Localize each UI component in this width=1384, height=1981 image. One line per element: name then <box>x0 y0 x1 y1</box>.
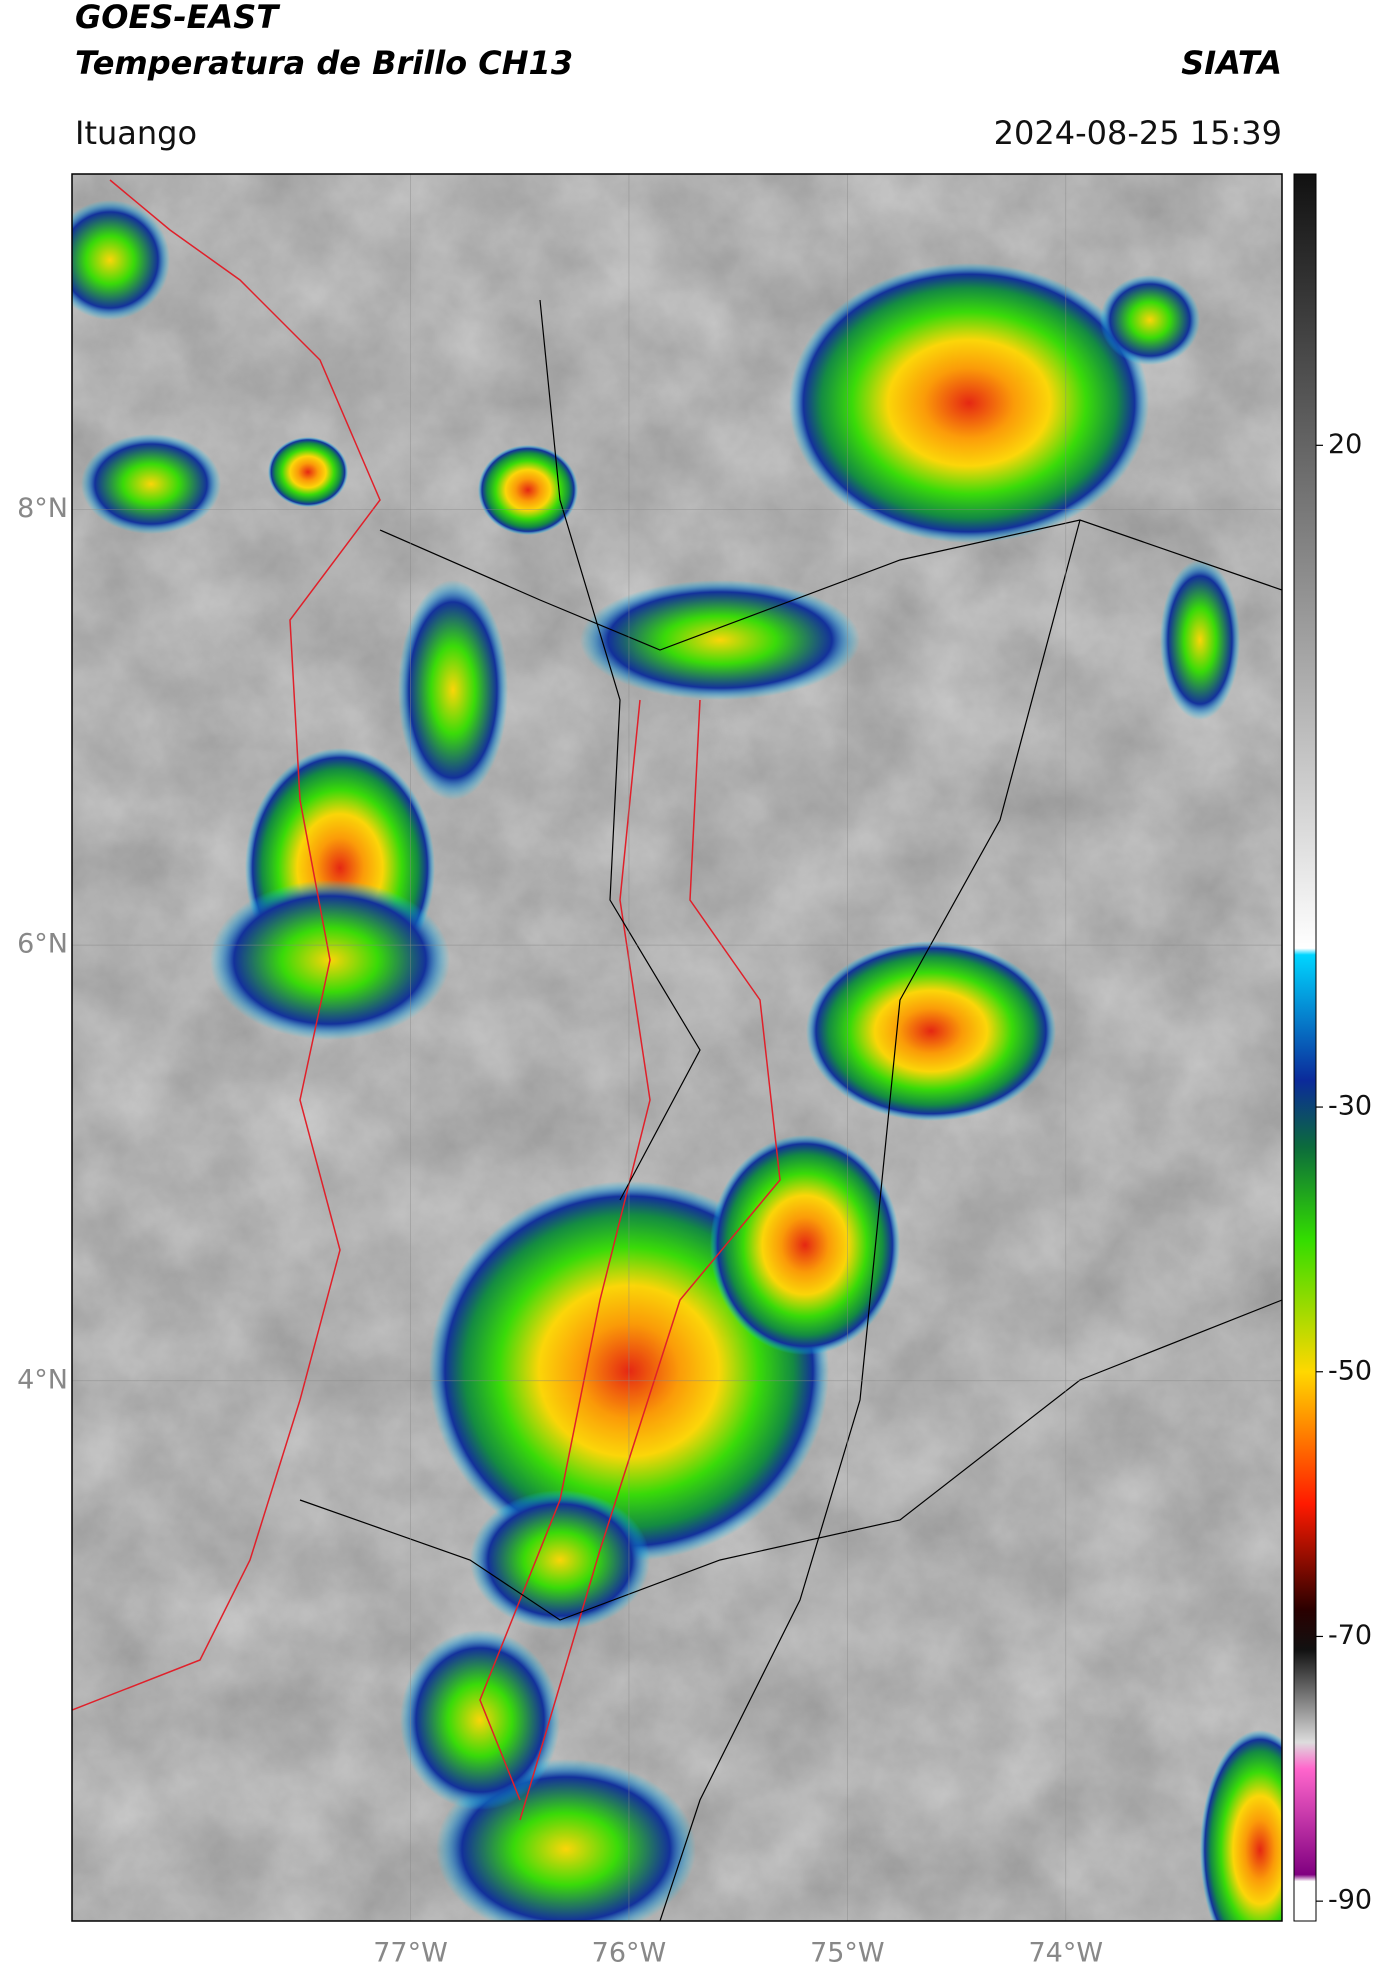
x-tick-label: 75°W <box>810 1938 885 1969</box>
y-tick-label: 4°N <box>17 1364 68 1395</box>
subtitle: Temperatura de Brillo CH13 <box>75 44 573 82</box>
colorbar <box>1293 173 1317 1922</box>
x-tick-label: 76°W <box>592 1938 667 1969</box>
colorbar-tick-label: -30 <box>1328 1091 1372 1122</box>
colorbar-tick-label: -50 <box>1328 1355 1372 1386</box>
source: SIATA <box>1181 44 1282 82</box>
colorbar-tick-label: -70 <box>1328 1620 1372 1651</box>
title: GOES-EAST <box>75 0 280 36</box>
y-tick-label: 6°N <box>17 929 68 960</box>
colorbar-tick-label: 20 <box>1328 429 1362 460</box>
y-tick-label: 8°N <box>17 493 68 524</box>
map-image <box>72 174 1282 1921</box>
timestamp: 2024-08-25 15:39 <box>994 114 1282 152</box>
map-frame <box>71 173 1283 1922</box>
x-tick-label: 77°W <box>373 1938 448 1969</box>
x-tick-label: 74°W <box>1028 1938 1103 1969</box>
location: Ituango <box>75 114 197 152</box>
colorbar-tick-label: -90 <box>1328 1885 1372 1916</box>
